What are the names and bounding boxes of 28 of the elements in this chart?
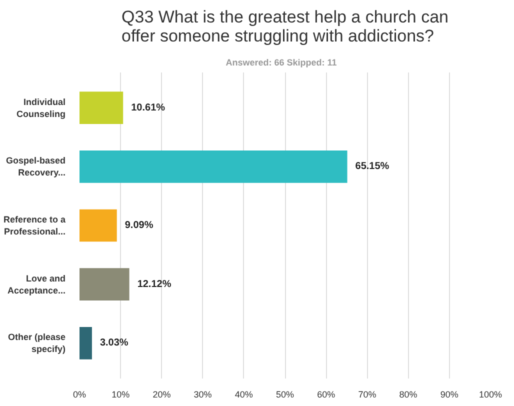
data-label: 10.61% xyxy=(131,102,166,114)
chart-subtitle: Answered: 66 Skipped: 11 xyxy=(226,58,337,68)
y-tick-label: Love and Acceptance... xyxy=(7,273,66,296)
bar xyxy=(80,268,130,301)
y-tick-label: Reference to a Professional... xyxy=(3,214,66,236)
x-tick-label: 30% xyxy=(194,390,212,400)
x-tick-label: 0% xyxy=(72,390,86,400)
bar xyxy=(80,209,117,242)
bar xyxy=(80,92,124,124)
x-tick-label: 60% xyxy=(317,390,336,400)
x-tick-label: 20% xyxy=(152,390,171,400)
y-tick-label: Gospel-based Recovery... xyxy=(6,156,66,178)
data-label: 9.09% xyxy=(124,220,154,231)
data-label: 12.12% xyxy=(137,278,172,290)
bar xyxy=(80,327,92,360)
x-tick-label: 80% xyxy=(399,390,418,400)
x-tick-label: 100% xyxy=(478,390,502,400)
x-tick-label: 70% xyxy=(358,390,376,400)
chart-title: Q33 What is the greatest help a church can offer someone struggling with addictions? xyxy=(122,8,448,46)
data-label: 65.15% xyxy=(355,161,390,172)
x-tick-label: 10% xyxy=(112,390,130,400)
x-tick-label: 40% xyxy=(234,390,253,400)
y-tick-label: Individual Counseling xyxy=(16,96,66,119)
y-tick-label: Other (please specify) xyxy=(8,332,66,354)
x-tick-label: 50% xyxy=(276,390,294,400)
bar xyxy=(80,150,348,183)
data-label: 3.03% xyxy=(100,338,128,349)
x-tick-label: 90% xyxy=(440,390,458,400)
